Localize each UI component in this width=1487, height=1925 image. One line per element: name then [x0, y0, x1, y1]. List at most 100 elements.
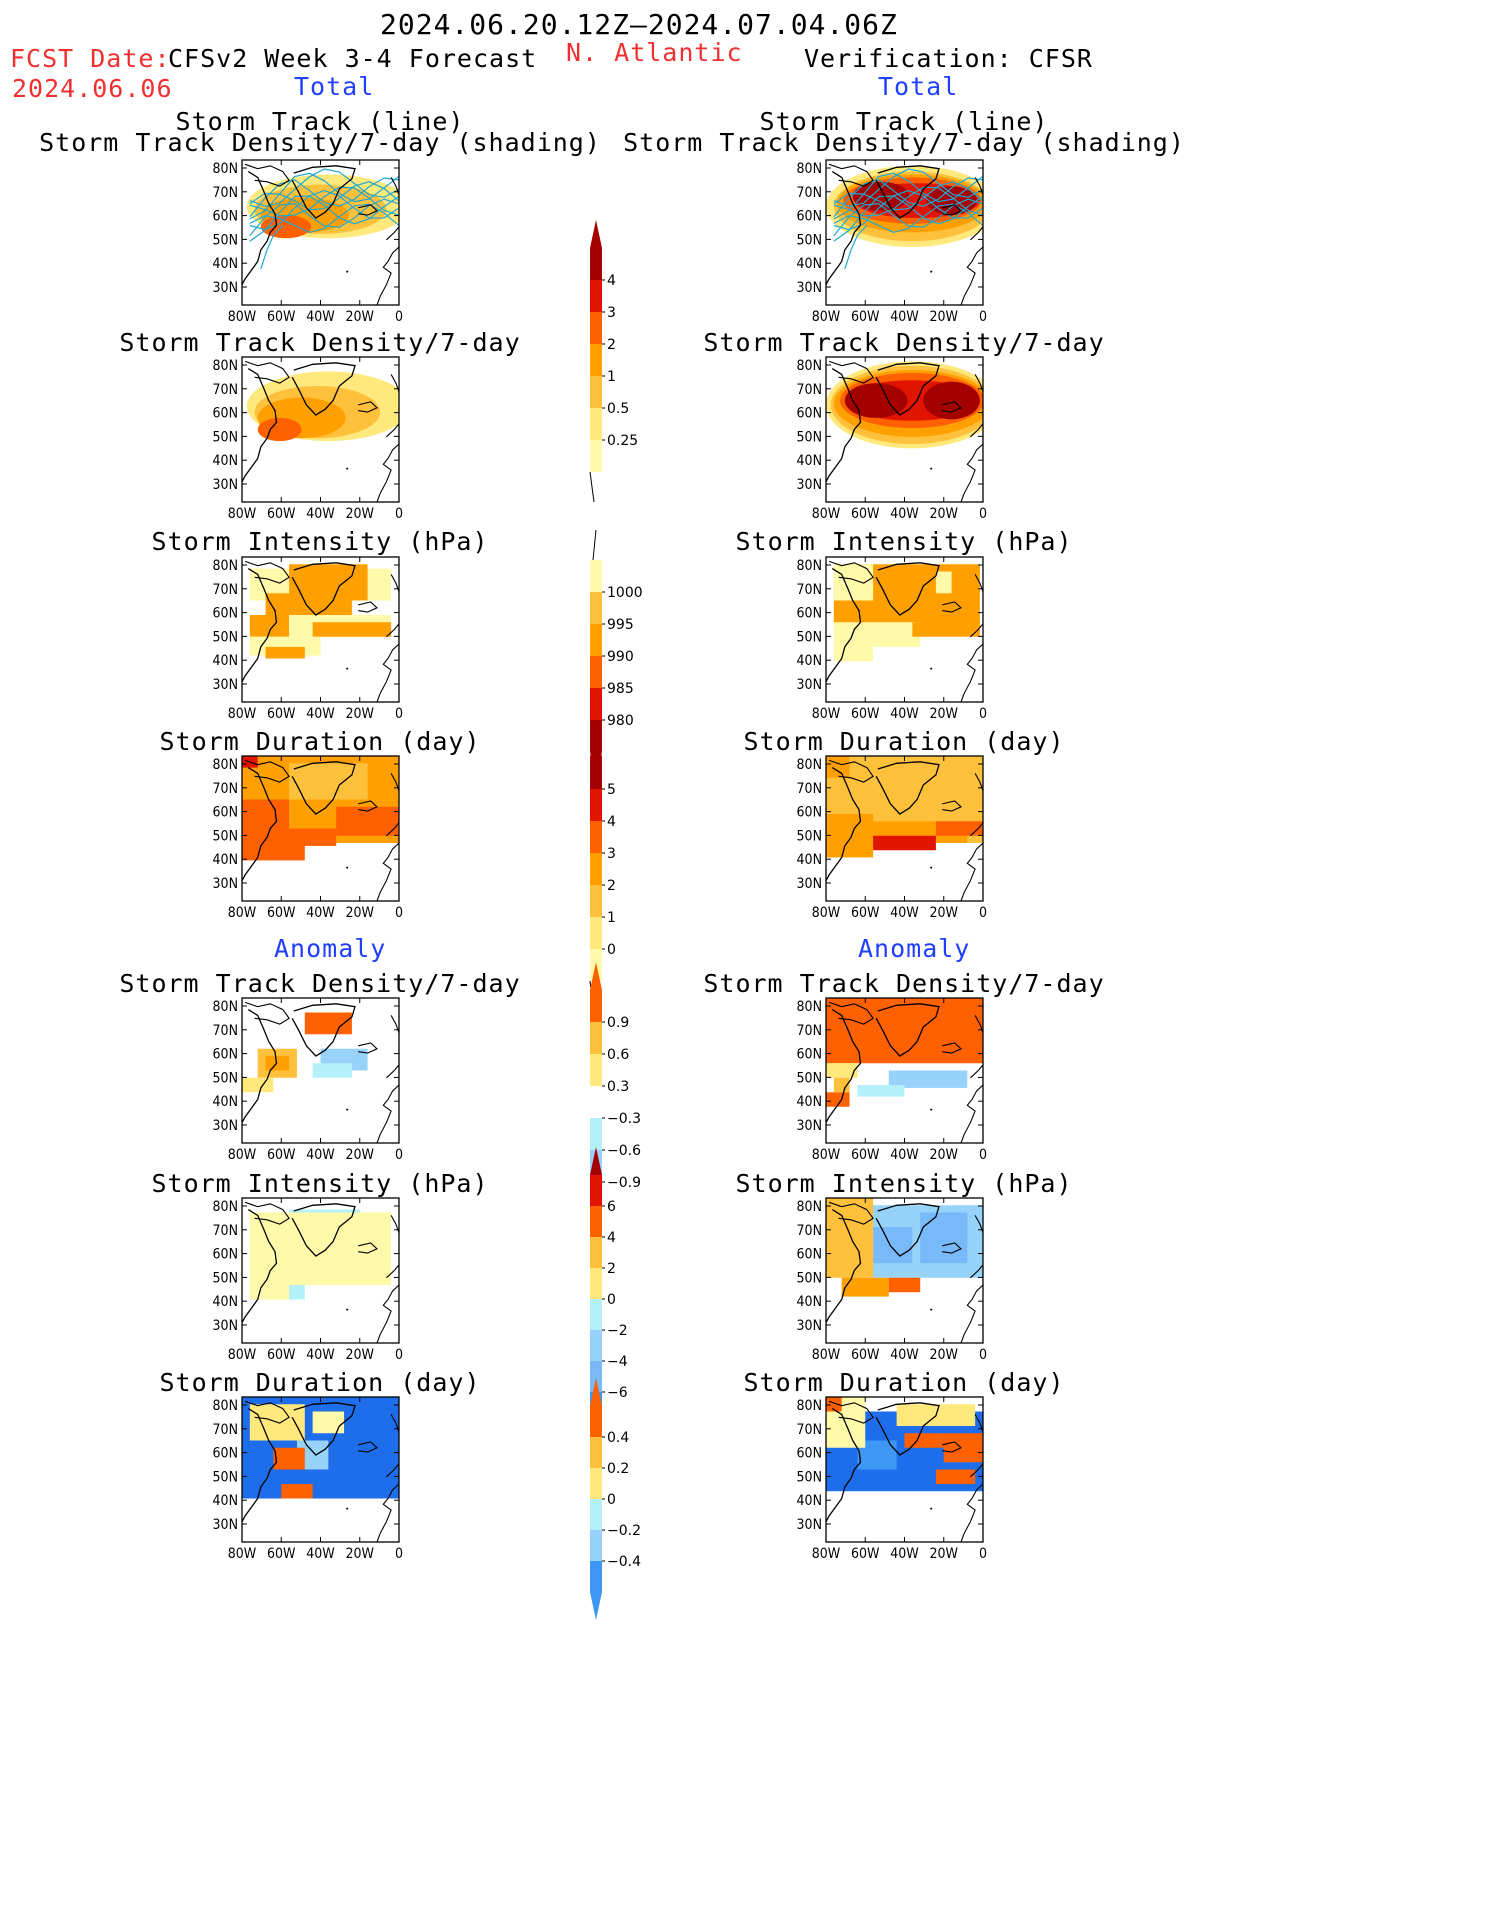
azores-dot [346, 270, 349, 273]
greenland-coastline [291, 1003, 356, 1057]
lat-tick-label: 40N [213, 256, 238, 272]
lon-tick-label: 40W [306, 706, 335, 722]
shading-cell [312, 1411, 345, 1434]
colorbar-segment [590, 1206, 602, 1237]
lon-tick-label: 0 [395, 1546, 403, 1562]
lon-tick-label: 0 [395, 905, 403, 921]
lat-tick-label: 80N [797, 1398, 822, 1414]
shading-cell [273, 828, 337, 846]
storm-track-line [833, 172, 983, 220]
lon-tick-label: 80W [812, 506, 841, 522]
arctic-islands-coastline [244, 360, 290, 384]
shading-cell [935, 821, 983, 836]
iceland-coastline [358, 800, 378, 812]
shading-cell [281, 1484, 313, 1499]
iceland-coastline [358, 401, 378, 413]
panel-title-track-right: Storm Track (line) [759, 107, 1049, 136]
lon-tick-label: 20W [346, 1546, 375, 1562]
lat-tick-label: 70N [213, 781, 238, 797]
storm-track-line [249, 195, 399, 242]
colorbar-label: 0 [607, 1492, 616, 1508]
lat-tick-label: 80N [797, 161, 822, 177]
storm-track-line [249, 189, 399, 231]
north-america-coastline [826, 767, 862, 882]
lon-tick-label: 40W [890, 506, 919, 522]
colorbar-segment [590, 408, 602, 440]
iceland-coastline [942, 601, 962, 613]
lat-tick-label: 70N [213, 1422, 238, 1438]
verification-label: Verification: CFSR [804, 44, 1093, 73]
lon-tick-label: 20W [346, 506, 375, 522]
lat-tick-label: 80N [797, 757, 822, 773]
colorbar-segment [590, 1118, 602, 1150]
iceland-coastline [358, 1042, 378, 1054]
greenland-coastline [291, 562, 356, 616]
panel-title-density-right: Storm Track Density/7-day [703, 328, 1105, 357]
lat-tick-label: 60N [213, 1247, 238, 1263]
shading-cell [833, 1077, 850, 1093]
lon-tick-label: 20W [346, 905, 375, 921]
azores-dot [930, 270, 933, 273]
lon-tick-label: 0 [395, 1347, 403, 1363]
map-panel-r6-c1: 80N 70N 60N 50N 40N 30N 80W 60W 40W 20W 0 [797, 1396, 987, 1562]
lon-tick-label: 40W [306, 1147, 335, 1163]
colorbar-label: 0 [607, 1292, 616, 1308]
colorbar-segment [590, 1268, 602, 1299]
lat-tick-label: 50N [797, 629, 822, 645]
lon-tick-label: 80W [228, 309, 257, 325]
storm-track-line [260, 224, 284, 269]
lon-tick-label: 60W [851, 309, 880, 325]
azores-dot [346, 866, 349, 869]
europe-coastline [960, 1063, 983, 1143]
azores-dot [346, 1108, 349, 1111]
arctic-islands-coastline [244, 759, 290, 783]
panel-title-duration-right: Storm Duration (day) [743, 727, 1065, 756]
shading-cell [826, 756, 850, 778]
shading-cell [935, 571, 952, 594]
shading-cell [943, 1433, 983, 1463]
greenland-coastline [291, 165, 356, 219]
colorbar-label: 0 [607, 942, 616, 958]
iceland-coastline [358, 601, 378, 613]
iceland-coastline [358, 204, 378, 216]
lon-tick-label: 80W [812, 905, 841, 921]
lon-tick-label: 0 [395, 1147, 403, 1163]
europe-coastline [960, 821, 983, 901]
colorbar-segment [590, 1530, 602, 1561]
lat-tick-label: 70N [797, 1223, 822, 1239]
lat-tick-label: 40N [797, 453, 822, 469]
greenland-coastline [291, 761, 356, 815]
colorbar-label: −0.6 [607, 1143, 641, 1159]
azores-dot [346, 667, 349, 670]
lon-tick-label: 40W [306, 905, 335, 921]
lat-tick-label: 30N [797, 1118, 822, 1134]
colorbar-label: −2 [607, 1323, 628, 1339]
lat-tick-label: 40N [213, 1294, 238, 1310]
shading-cell [312, 622, 392, 637]
iceland-coastline [942, 204, 962, 216]
europe-coastline [376, 1462, 399, 1542]
colorbar-segment [590, 1022, 602, 1054]
shading-cell [273, 1447, 305, 1470]
lon-tick-label: 40W [890, 309, 919, 325]
north-america-coastline [242, 767, 278, 882]
lat-tick-label: 80N [213, 161, 238, 177]
greenland-coastline [875, 1203, 940, 1257]
lat-tick-label: 40N [213, 1493, 238, 1509]
lat-tick-label: 60N [797, 805, 822, 821]
greenland-coastline [875, 1003, 940, 1057]
north-america-coastline [826, 1408, 862, 1523]
lat-tick-label: 50N [797, 1070, 822, 1086]
lat-tick-label: 40N [797, 653, 822, 669]
panel-title-trackdens-left: Storm Track Density/7-day (shading) [39, 128, 601, 157]
colorbar-label: 0.3 [607, 1079, 629, 1095]
colorbar-segment [590, 344, 602, 376]
lat-tick-label: 40N [213, 453, 238, 469]
colorbar-label: 3 [607, 846, 616, 862]
iceland-coastline [358, 1441, 378, 1453]
greenland-coastline [875, 165, 940, 219]
lat-tick-label: 30N [797, 1517, 822, 1533]
lon-tick-label: 20W [930, 1147, 959, 1163]
total-right-label: Total [878, 72, 959, 101]
azores-dot [930, 1507, 933, 1510]
